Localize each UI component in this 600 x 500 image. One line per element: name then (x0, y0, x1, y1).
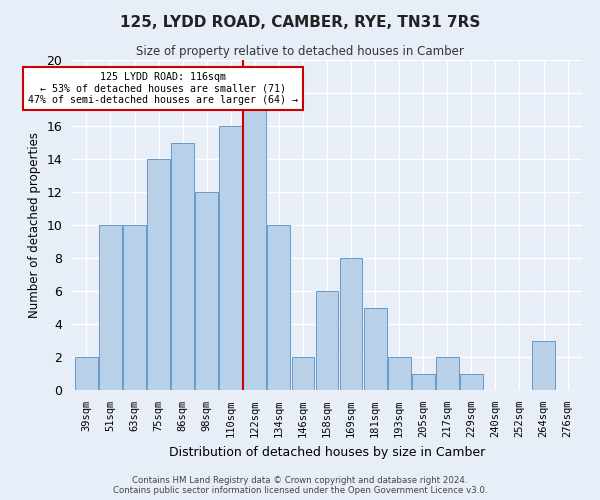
Text: 125, LYDD ROAD, CAMBER, RYE, TN31 7RS: 125, LYDD ROAD, CAMBER, RYE, TN31 7RS (120, 15, 480, 30)
Bar (340, 258, 362, 390)
Bar (388, 357, 410, 390)
Bar (195, 192, 218, 390)
Bar (532, 340, 555, 390)
Bar (147, 159, 170, 390)
Bar (75, 357, 98, 390)
Bar (244, 110, 266, 390)
Bar (220, 126, 242, 390)
Y-axis label: Number of detached properties: Number of detached properties (28, 132, 41, 318)
Bar (364, 308, 386, 390)
Bar (123, 225, 146, 390)
Bar (292, 357, 314, 390)
Bar (460, 374, 483, 390)
Bar (412, 374, 434, 390)
Bar (268, 225, 290, 390)
Text: Contains HM Land Registry data © Crown copyright and database right 2024.
Contai: Contains HM Land Registry data © Crown c… (113, 476, 487, 495)
Bar (436, 357, 459, 390)
Bar (316, 291, 338, 390)
Text: Size of property relative to detached houses in Camber: Size of property relative to detached ho… (136, 45, 464, 58)
X-axis label: Distribution of detached houses by size in Camber: Distribution of detached houses by size … (169, 446, 485, 458)
Bar (171, 142, 194, 390)
Bar (99, 225, 122, 390)
Text: 125 LYDD ROAD: 116sqm
← 53% of detached houses are smaller (71)
47% of semi-deta: 125 LYDD ROAD: 116sqm ← 53% of detached … (28, 72, 298, 105)
